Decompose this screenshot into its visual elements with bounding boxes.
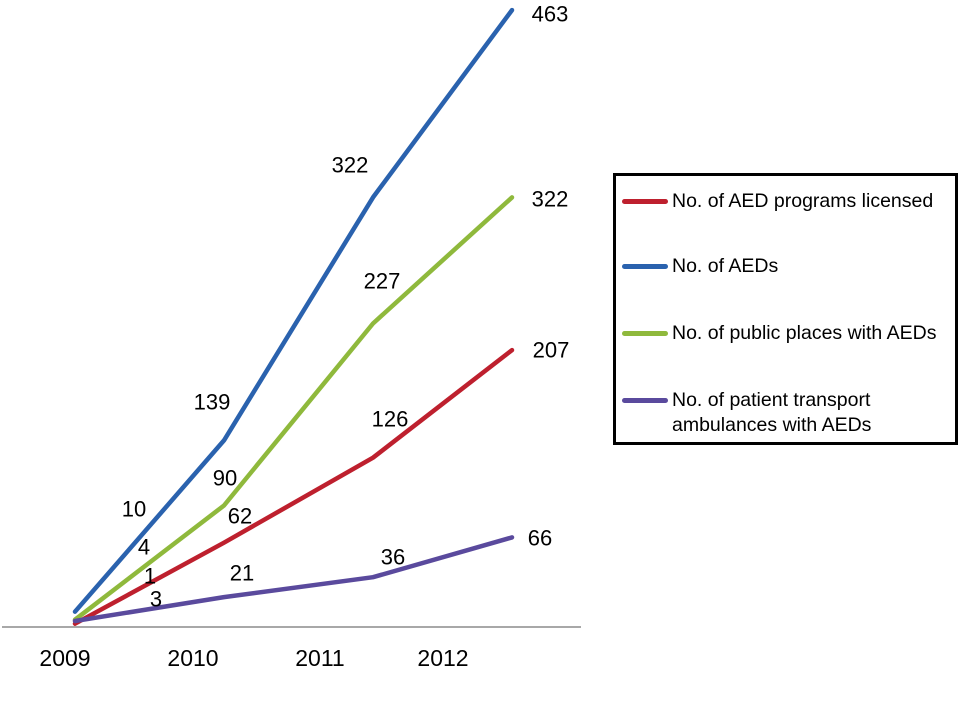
x-tick-label-2010: 2010 bbox=[167, 645, 218, 671]
legend-swatch-ambulances bbox=[622, 398, 668, 403]
data-label-ambulances-2010: 21 bbox=[230, 561, 254, 586]
legend-swatch-aeds bbox=[622, 264, 668, 269]
data-label-programs-2010: 62 bbox=[228, 504, 252, 529]
legend-label-programs: No. of AED programs licensed bbox=[672, 190, 934, 212]
data-label-programs-2012: 207 bbox=[533, 338, 570, 363]
legend-label-ambulances: No. of patient transport ambulances with… bbox=[672, 389, 872, 436]
legend-item-ambulances: No. of patient transport ambulances with… bbox=[622, 388, 954, 438]
legend-label-aeds: No. of AEDs bbox=[672, 255, 779, 277]
data-label-programs-2011: 126 bbox=[372, 407, 409, 432]
x-tick-label-2011: 2011 bbox=[295, 645, 344, 671]
data-label-ambulances-2009: 3 bbox=[150, 587, 162, 612]
data-label-public-places-2012: 322 bbox=[532, 187, 569, 212]
legend-swatch-programs bbox=[622, 199, 668, 204]
data-label-programs-2009: 1 bbox=[144, 564, 156, 589]
data-label-public-places-2010: 90 bbox=[213, 466, 237, 491]
series-line-programs bbox=[72, 347, 515, 626]
data-label-public-places-2009: 4 bbox=[138, 535, 150, 560]
x-tick-label-2009: 2009 bbox=[39, 645, 90, 671]
legend-swatch-public-places bbox=[622, 331, 668, 336]
legend-item-programs: No. of AED programs licensed bbox=[622, 189, 954, 214]
data-label-aeds-2012: 463 bbox=[532, 2, 569, 27]
series-line-ambulances bbox=[72, 535, 515, 624]
data-label-ambulances-2012: 66 bbox=[528, 526, 552, 551]
series-line-public-places bbox=[72, 195, 515, 622]
data-label-ambulances-2011: 36 bbox=[381, 545, 405, 570]
x-tick-label-2012: 2012 bbox=[417, 645, 468, 671]
legend-label-public-places: No. of public places with AEDs bbox=[672, 322, 937, 344]
data-label-aeds-2009: 10 bbox=[122, 497, 146, 522]
legend-item-aeds: No. of AEDs bbox=[622, 254, 954, 279]
legend-box: No. of AED programs licensed No. of AEDs N… bbox=[613, 173, 958, 445]
data-label-public-places-2011: 227 bbox=[364, 269, 401, 294]
data-label-aeds-2010: 139 bbox=[194, 390, 231, 415]
legend-item-public-places: No. of public places with AEDs bbox=[622, 321, 954, 346]
data-label-aeds-2011: 322 bbox=[332, 153, 369, 178]
series-line-aeds bbox=[72, 7, 515, 614]
